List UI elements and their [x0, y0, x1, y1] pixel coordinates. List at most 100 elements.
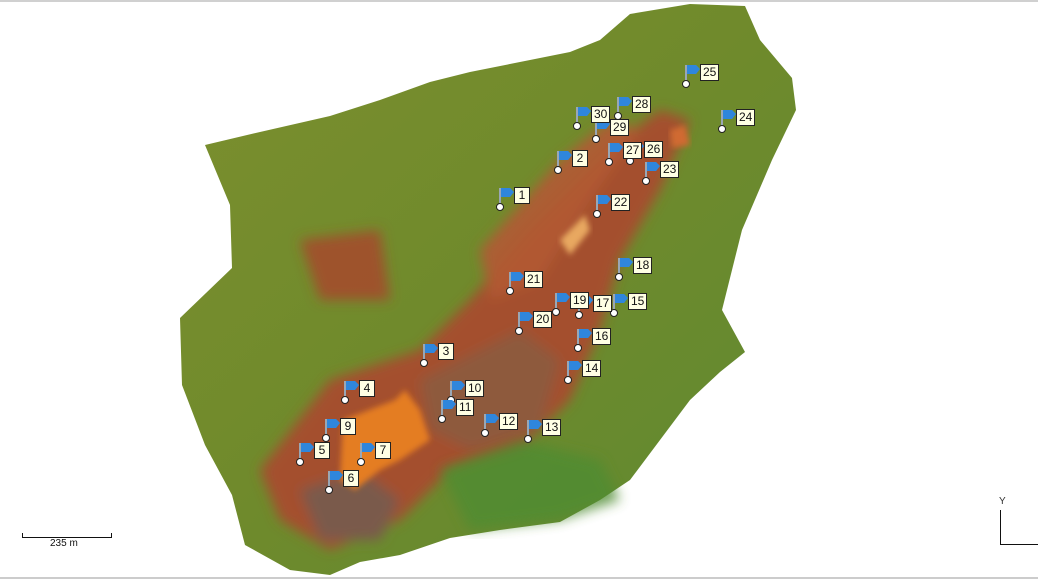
marker-label: 6	[343, 470, 359, 487]
marker-point[interactable]	[515, 327, 523, 335]
flag-pole	[527, 420, 529, 435]
flag-pole	[299, 443, 301, 458]
marker-point[interactable]	[682, 80, 690, 88]
flag-pole	[567, 361, 569, 376]
top-border	[0, 0, 1038, 2]
flag-icon	[615, 294, 628, 303]
marker-point[interactable]	[610, 309, 618, 317]
marker-point[interactable]	[575, 311, 583, 319]
flag-icon	[569, 361, 582, 370]
marker-label: 13	[542, 419, 562, 436]
marker-label: 23	[660, 161, 680, 178]
marker-point[interactable]	[592, 135, 600, 143]
marker-label: 22	[611, 194, 631, 211]
flag-icon	[362, 443, 375, 452]
marker-label: 14	[582, 360, 602, 377]
marker-label: 5	[314, 442, 330, 459]
flag-icon	[647, 162, 660, 171]
marker-label: 1	[514, 187, 530, 204]
marker-label: 15	[628, 293, 648, 310]
flag-pole	[645, 162, 647, 177]
marker-label: 4	[359, 380, 375, 397]
marker-point[interactable]	[642, 177, 650, 185]
flag-icon	[486, 414, 499, 423]
flag-pole	[608, 143, 610, 158]
flag-icon	[579, 329, 592, 338]
flag-icon	[687, 65, 700, 74]
flag-pole	[721, 110, 723, 125]
flag-icon	[520, 312, 533, 321]
marker-label: 17	[593, 295, 613, 312]
flag-pole	[617, 97, 619, 112]
marker-point[interactable]	[296, 458, 304, 466]
flag-icon	[559, 151, 572, 160]
flag-icon	[330, 471, 343, 480]
marker-label: 20	[533, 311, 553, 328]
marker-label: 9	[340, 418, 356, 435]
marker-point[interactable]	[357, 458, 365, 466]
marker-point[interactable]	[496, 203, 504, 211]
flag-icon	[346, 381, 359, 390]
flag-icon	[501, 188, 514, 197]
marker-label: 24	[736, 109, 756, 126]
marker-label: 16	[592, 328, 612, 345]
marker-point[interactable]	[718, 125, 726, 133]
flag-icon	[327, 419, 340, 428]
marker-label: 21	[524, 271, 544, 288]
marker-point[interactable]	[564, 376, 572, 384]
flag-pole	[441, 400, 443, 415]
flag-pole	[344, 381, 346, 396]
flag-icon	[610, 143, 623, 152]
flag-icon	[425, 344, 438, 353]
marker-point[interactable]	[615, 273, 623, 281]
flag-pole	[685, 65, 687, 80]
marker-point[interactable]	[506, 287, 514, 295]
flag-pole	[450, 381, 452, 396]
marker-label: 29	[610, 119, 630, 136]
flag-icon	[620, 258, 633, 267]
flag-pole	[618, 258, 620, 273]
flag-pole	[499, 188, 501, 203]
marker-point[interactable]	[554, 166, 562, 174]
marker-point[interactable]	[322, 434, 330, 442]
marker-point[interactable]	[524, 435, 532, 443]
marker-point[interactable]	[573, 122, 581, 130]
flag-pole	[484, 414, 486, 429]
marker-label: 12	[499, 413, 519, 430]
flag-icon	[452, 381, 465, 390]
marker-label: 2	[572, 150, 588, 167]
marker-label: 30	[591, 106, 611, 123]
flag-icon	[723, 110, 736, 119]
flag-pole	[596, 195, 598, 210]
flag-icon	[597, 120, 610, 129]
marker-point[interactable]	[438, 415, 446, 423]
axis-indicator	[1000, 510, 1038, 545]
marker-label: 27	[623, 142, 643, 159]
terrain-imagery	[180, 4, 796, 575]
marker-point[interactable]	[593, 210, 601, 218]
marker-point[interactable]	[420, 359, 428, 367]
marker-label: 28	[632, 96, 652, 113]
scale-bar	[22, 533, 112, 538]
marker-label: 10	[465, 380, 485, 397]
marker-point[interactable]	[341, 396, 349, 404]
marker-point[interactable]	[605, 158, 613, 166]
marker-label: 3	[438, 343, 454, 360]
marker-label: 7	[375, 442, 391, 459]
scale-bar-label: 235 m	[50, 538, 78, 549]
flag-pole	[360, 443, 362, 458]
marker-point[interactable]	[574, 344, 582, 352]
flag-icon	[578, 107, 591, 116]
flag-pole	[509, 272, 511, 287]
flag-icon	[598, 195, 611, 204]
marker-point[interactable]	[325, 486, 333, 494]
marker-point[interactable]	[552, 308, 560, 316]
flag-icon	[557, 293, 570, 302]
marker-label: 25	[700, 64, 720, 81]
flag-icon	[511, 272, 524, 281]
marker-point[interactable]	[481, 429, 489, 437]
flag-pole	[328, 471, 330, 486]
flag-icon	[619, 97, 632, 106]
marker-label: 18	[633, 257, 653, 274]
